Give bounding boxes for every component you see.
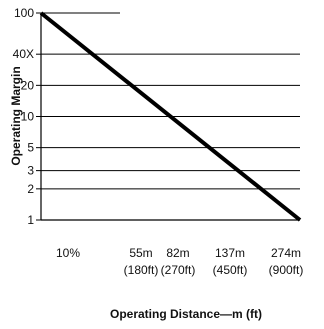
x-tick-label: 82m (166, 246, 189, 260)
series (39, 11, 302, 222)
gridlines (41, 12, 300, 190)
series-line (39, 11, 302, 222)
x-tick-label-ft: (180ft) (124, 263, 159, 277)
y-tick-label: 10 (21, 110, 35, 124)
y-tick-labels: 100 40X 20 10 5 3 2 1 (13, 6, 41, 227)
y-tick-label: 40X (13, 47, 34, 61)
x-tick-labels: 10% 55m (180ft) 82m (270ft) 137m (450ft) 274m (9… (56, 246, 303, 277)
y-tick-label: 1 (27, 213, 34, 227)
y-axis-title: Operating Margin (9, 66, 23, 165)
y-tick-label: 5 (27, 141, 34, 155)
x-tick-label: 137m (215, 246, 245, 260)
y-tick-label: 2 (27, 182, 34, 196)
x-tick-label: 10% (56, 246, 80, 260)
y-tick-label: 100 (14, 6, 34, 20)
x-tick-label: 55m (129, 246, 152, 260)
x-tick-label-ft: (450ft) (213, 263, 248, 277)
y-tick-label: 20 (21, 78, 35, 92)
x-axis-title: Operating Distance—m (ft) (110, 307, 262, 321)
x-tick-label: 274m (271, 246, 301, 260)
x-tick-label-ft: (900ft) (269, 263, 304, 277)
x-tick-label-ft: (270ft) (161, 263, 196, 277)
y-tick-label: 3 (27, 164, 34, 178)
